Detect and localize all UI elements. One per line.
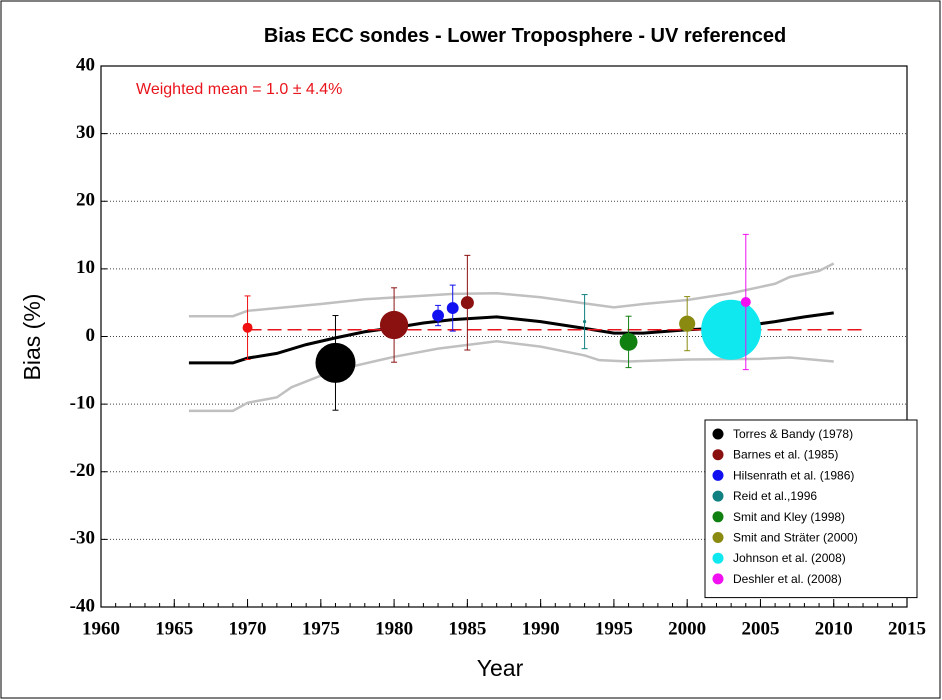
x-tick-label: 1970 xyxy=(229,618,267,639)
legend-label: Deshler et al. (2008) xyxy=(733,572,842,586)
x-tick-label: 2015 xyxy=(888,618,926,639)
legend-marker xyxy=(712,511,724,523)
bubble xyxy=(701,299,762,360)
legend-marker xyxy=(712,573,724,585)
legend-label: Hilsenrath et al. (1986) xyxy=(733,468,854,482)
bubble xyxy=(315,342,356,383)
bubble xyxy=(619,332,638,351)
x-tick-label: 1985 xyxy=(448,618,486,639)
chart-title: Bias ECC sondes - Lower Troposphere - UV… xyxy=(264,25,786,47)
x-axis-label: Year xyxy=(477,655,524,681)
bubble xyxy=(740,297,751,308)
legend-label: Reid et al.,1996 xyxy=(733,489,817,503)
legend-label: Johnson et al. (2008) xyxy=(733,551,846,565)
legend-marker xyxy=(712,469,724,481)
bubble xyxy=(679,315,696,332)
legend-label: Torres & Bandy (1978) xyxy=(733,427,853,441)
y-tick-label: -20 xyxy=(70,460,95,481)
y-tick-label: -40 xyxy=(70,595,95,616)
bubble xyxy=(432,309,444,322)
legend-label: Smit and Kley (1998) xyxy=(733,510,845,524)
legend-label: Barnes et al. (1985) xyxy=(733,448,838,462)
x-tick-label: 2005 xyxy=(741,618,779,639)
legend-marker xyxy=(712,490,724,502)
bubble xyxy=(242,322,253,333)
legend-marker xyxy=(712,428,724,440)
y-axis-label: Bias (%) xyxy=(19,294,45,381)
y-tick-label: -30 xyxy=(70,528,95,549)
bubble xyxy=(446,302,459,315)
x-tick-label: 2010 xyxy=(815,618,853,639)
x-tick-label: 1990 xyxy=(522,618,560,639)
legend-box xyxy=(704,419,918,599)
legend-marker xyxy=(712,552,724,564)
x-tick-label: 2000 xyxy=(668,618,706,639)
y-tick-label: 30 xyxy=(76,122,95,143)
x-tick-label: 1995 xyxy=(595,618,633,639)
x-tick-label: 1960 xyxy=(82,618,120,639)
y-tick-label: 20 xyxy=(76,190,95,211)
annotation: Weighted mean = 1.0 ± 4.4% xyxy=(136,81,342,98)
x-tick-label: 1980 xyxy=(375,618,413,639)
y-tick-label: 10 xyxy=(76,257,95,278)
bubble xyxy=(379,310,409,340)
x-tick-label: 1975 xyxy=(302,618,340,639)
legend-marker xyxy=(712,532,724,543)
plot-frame xyxy=(100,65,908,608)
y-tick-label: 0 xyxy=(86,325,96,346)
y-tick-label: 40 xyxy=(76,54,95,75)
bubble xyxy=(460,296,474,310)
bubble xyxy=(583,320,587,324)
legend-label: Smit and Sträter (2000) xyxy=(733,531,858,545)
legend-marker xyxy=(712,449,724,461)
y-tick-label: -10 xyxy=(70,392,95,413)
x-tick-label: 1965 xyxy=(155,618,193,639)
band-line xyxy=(188,262,835,318)
